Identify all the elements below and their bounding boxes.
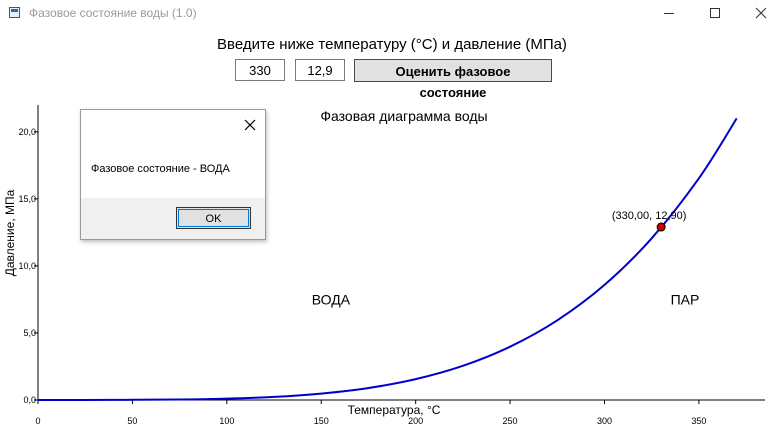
x-tick-label: 250 (503, 416, 518, 426)
x-tick-label: 100 (219, 416, 234, 426)
state-point-marker (656, 222, 666, 232)
window-title: Фазовое состояние воды (1.0) (29, 6, 197, 20)
app-window-icon (9, 7, 20, 18)
x-tick-label: 0 (35, 416, 40, 426)
x-axis-label: Температура, °C (348, 403, 441, 417)
temperature-input[interactable] (235, 59, 285, 81)
x-tick-label: 200 (408, 416, 423, 426)
pressure-input[interactable] (295, 59, 345, 81)
minimize-icon (664, 13, 674, 14)
region-label-steam: ПАР (671, 291, 700, 307)
x-tick-label: 50 (127, 416, 137, 426)
region-label-water: ВОДА (312, 291, 351, 307)
x-tick-label: 300 (597, 416, 612, 426)
close-button[interactable] (738, 0, 784, 26)
chart-title: Фазовая диаграмма воды (320, 108, 487, 124)
saturation-curve (38, 117, 738, 401)
title-bar: Фазовое состояние воды (1.0) (0, 0, 784, 26)
evaluate-phase-button[interactable]: Оценить фазовое состояние (354, 59, 552, 100)
close-icon (244, 119, 256, 131)
y-tick-label: 5,0 (23, 328, 36, 338)
dialog-footer: OK (81, 198, 265, 239)
x-tick-label: 150 (314, 416, 329, 426)
dialog-close-button[interactable] (241, 116, 259, 134)
x-tick-label: 350 (691, 416, 706, 426)
y-tick-label: 15,0 (18, 194, 36, 204)
dialog-message: Фазовое состояние - ВОДА (91, 163, 230, 175)
input-prompt-label: Введите ниже температуру (°C) и давление… (217, 36, 567, 53)
result-dialog: Фазовое состояние - ВОДА OK (80, 109, 266, 240)
y-tick-label: 20,0 (18, 127, 36, 137)
close-icon (755, 7, 767, 19)
phase-diagram-chart: 0 50 100 150 200 250 300 3500,05,010,015,020,0 … (3, 105, 765, 426)
y-tick-label: 0,0 (23, 395, 36, 405)
minimize-button[interactable] (646, 0, 692, 26)
state-point-label: (330,00, 12,90) (612, 210, 687, 222)
maximize-icon (710, 8, 720, 18)
ok-button[interactable]: OK (176, 207, 251, 229)
maximize-button[interactable] (692, 0, 738, 26)
y-tick-label: 10,0 (18, 261, 36, 271)
y-axis-label: Давление, МПа (3, 189, 17, 276)
